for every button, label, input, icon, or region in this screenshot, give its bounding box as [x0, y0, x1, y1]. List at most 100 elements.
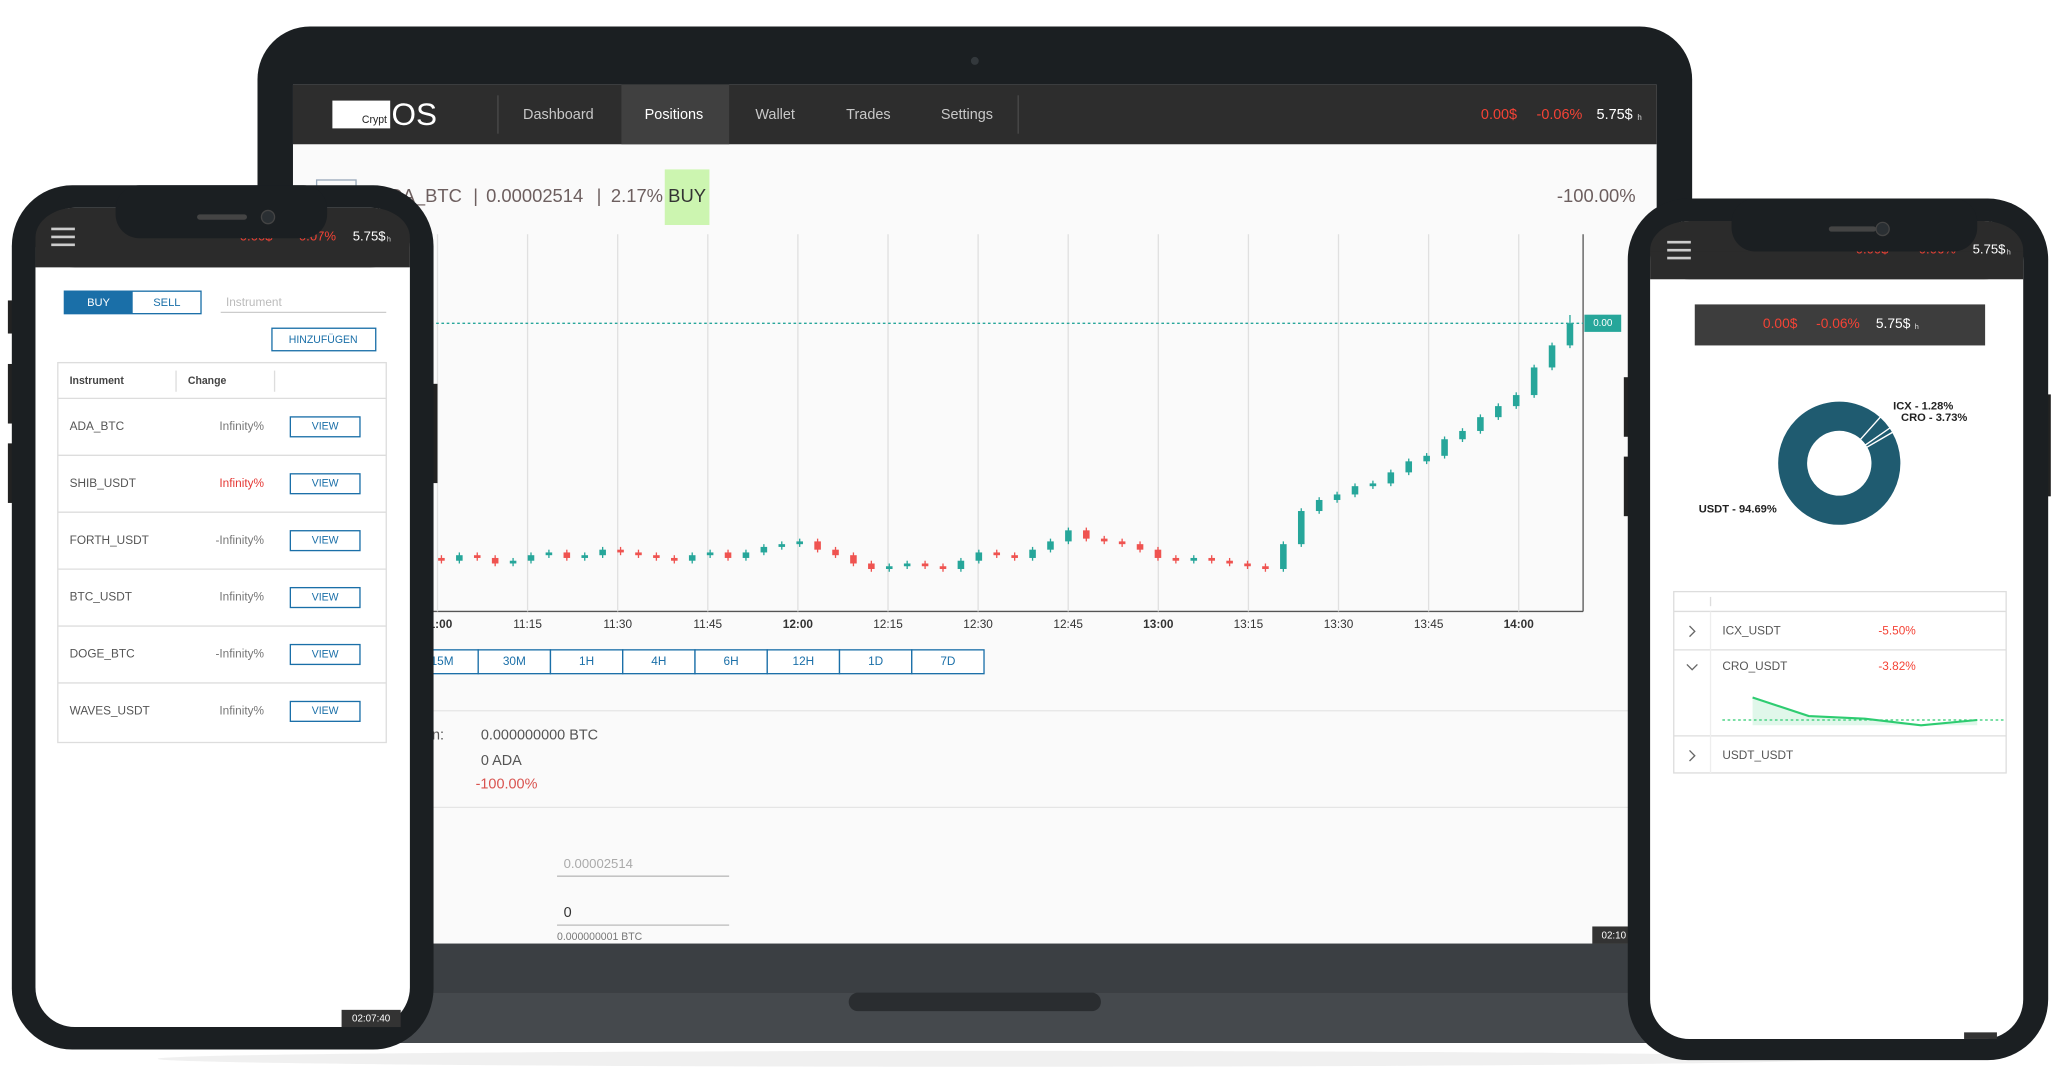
instrument: ADA_BTC: [70, 419, 125, 433]
nav-item[interactable]: Trades: [846, 107, 890, 123]
price-input: 0.00002514: [564, 856, 633, 871]
change: Infinity%: [219, 476, 264, 490]
change: Infinity%: [219, 590, 264, 604]
notch: [115, 185, 328, 239]
nav-item[interactable]: Settings: [941, 107, 993, 123]
view-button[interactable]: [289, 473, 361, 495]
view-label: VIEW: [312, 648, 339, 660]
candle-body: [1315, 499, 1323, 512]
sparkline: [1752, 696, 1978, 727]
side-button: [7, 300, 15, 334]
x-tick-label: 12:45: [1053, 617, 1083, 631]
total: -100.00%: [1557, 185, 1636, 206]
add-button-label: HINZUFÜGEN: [289, 334, 358, 346]
nav-item[interactable]: Positions: [645, 107, 704, 123]
candle-body: [1477, 417, 1484, 431]
x-tick-label: 13:45: [1414, 617, 1444, 631]
candle-body: [1548, 345, 1556, 368]
clock: 02:07:40: [352, 1014, 391, 1025]
candle-body: [1495, 406, 1502, 418]
nav-item[interactable]: Dashboard: [523, 107, 594, 123]
candle-body: [957, 560, 965, 570]
timeframe-label: 30M: [503, 654, 526, 668]
toggle-active[interactable]: [64, 291, 133, 314]
candle-body: [778, 544, 786, 547]
timeframe-button[interactable]: [911, 649, 985, 675]
view-button[interactable]: [289, 700, 361, 722]
view-label: VIEW: [312, 534, 339, 546]
candle-body: [1459, 430, 1466, 440]
position-ada: 0 ADA: [481, 753, 522, 769]
chevron[interactable]: [1689, 749, 1696, 762]
candle-body: [599, 549, 606, 556]
profit: 0.00$: [1763, 315, 1798, 331]
candle-body: [1118, 541, 1126, 545]
pie-label: ICX - 1.28%: [1893, 400, 1953, 412]
candle-body: [1512, 395, 1520, 407]
timeframe-label: 1H: [579, 654, 594, 668]
timeframe-label: 12H: [793, 654, 815, 668]
menu-icon[interactable]: [51, 227, 75, 247]
candle-body: [1136, 544, 1144, 550]
instrument: CRO_USDT: [1722, 659, 1787, 673]
candle-body: [581, 555, 589, 558]
separator: |: [597, 185, 602, 206]
candle-body: [1262, 566, 1269, 570]
candle-body: [975, 552, 983, 561]
candle-body: [653, 555, 660, 558]
change: -3.82%: [1878, 659, 1916, 673]
view-label: VIEW: [312, 591, 339, 603]
candle-body: [1011, 555, 1018, 558]
menu-icon[interactable]: [1667, 240, 1691, 260]
laptop-base: [269, 992, 1682, 1043]
candle-body: [1566, 323, 1574, 346]
view-button[interactable]: [289, 530, 361, 552]
view-button[interactable]: [289, 416, 361, 438]
candle-body: [903, 563, 911, 567]
nav-active: [621, 84, 730, 145]
candle-body: [1065, 530, 1072, 542]
speaker: [197, 214, 247, 220]
candle-body: [688, 555, 696, 561]
add-button[interactable]: [271, 327, 377, 352]
change: 2.17%: [611, 185, 663, 206]
laptop-content: Crypt OS Dashboard Positions Wallet Trades Set…: [362, 96, 1642, 943]
instrument: WAVES_USDT: [70, 704, 150, 718]
phone-header: [1650, 251, 2024, 280]
candle-body: [742, 552, 750, 558]
timeframe-label: 7D: [940, 654, 955, 668]
timeframe-label: 15M: [431, 654, 454, 668]
view-button[interactable]: [289, 643, 361, 666]
toggle-label[interactable]: SELL: [153, 297, 180, 309]
summary-box: [1694, 304, 1986, 346]
navbar: [292, 84, 1657, 145]
candle-body: [993, 552, 1001, 556]
balance: 5.75$: [353, 228, 387, 243]
clock-box: [1592, 926, 1632, 944]
view-label: VIEW: [312, 478, 339, 490]
candle-body: [456, 555, 463, 561]
candle-body: [1208, 557, 1215, 561]
logo-text: OS: [392, 96, 438, 132]
notch: [1731, 198, 1978, 252]
x-tick-label: 13:15: [1234, 617, 1264, 631]
instrument: DOGE_BTC: [70, 647, 135, 661]
view-button[interactable]: [289, 586, 361, 609]
toggle-label[interactable]: BUY: [87, 297, 110, 309]
chevron[interactable]: [1689, 625, 1696, 638]
view-label: VIEW: [312, 421, 339, 433]
side-button: [7, 363, 15, 424]
candle-body: [1280, 544, 1287, 570]
chevron[interactable]: [1686, 663, 1698, 671]
view-label: VIEW: [312, 705, 339, 717]
clock: 02:10: [1601, 930, 1626, 941]
candle-body: [491, 557, 499, 564]
nav-item[interactable]: Wallet: [755, 107, 795, 123]
candle-body: [706, 552, 714, 556]
candle-body: [473, 555, 481, 558]
camera: [260, 209, 276, 225]
last-price-box: [1584, 314, 1622, 332]
